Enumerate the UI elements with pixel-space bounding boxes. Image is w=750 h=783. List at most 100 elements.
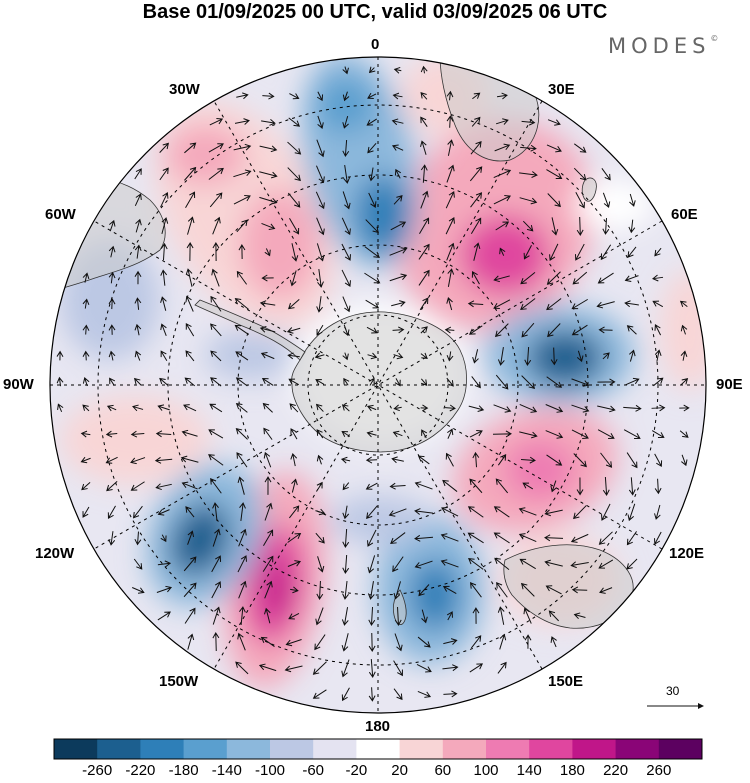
wind-vector-arrow [546, 271, 561, 285]
wind-vector-arrow [236, 219, 248, 233]
positive-anomaly-region [505, 440, 575, 500]
wind-vector-arrow [414, 508, 433, 515]
wind-vector-arrow [82, 350, 90, 361]
wind-vector-arrow [368, 66, 376, 74]
modes-logo: MODES© [608, 34, 718, 58]
wind-vector-arrow [365, 219, 379, 234]
wind-vector-arrow [468, 558, 484, 570]
colorbar-swatch [658, 739, 703, 759]
wind-vector-arrow [289, 270, 297, 287]
wind-vector-arrow [342, 352, 349, 361]
wind-vector-arrow [447, 139, 454, 156]
wind-vector-arrow [316, 580, 324, 600]
wind-vector-arrow [651, 404, 666, 412]
wind-vector-arrow [520, 298, 536, 311]
wind-vector-arrow [366, 505, 378, 519]
wind-vector-arrow [365, 299, 380, 309]
wind-vector-arrow [288, 612, 300, 620]
wind-vector-arrow [82, 506, 90, 518]
wind-vector-arrow [82, 324, 90, 335]
positive-anomaly-region [240, 190, 320, 300]
wind-vector-arrow [316, 296, 323, 313]
wind-vector-arrow [366, 326, 378, 334]
wind-vector-arrow [159, 142, 170, 153]
wind-vector-arrow [654, 531, 662, 545]
wind-vector-arrow [652, 274, 664, 282]
wind-vector-arrow [499, 633, 507, 650]
wind-vector-arrow [183, 404, 197, 412]
wind-vector-arrow [364, 272, 381, 284]
wind-vector-arrow [420, 190, 429, 209]
wind-vector-arrow [417, 455, 430, 465]
wind-vector-arrow [133, 377, 142, 386]
wind-vector-arrow [264, 607, 271, 624]
longitude-label: 60W [45, 206, 76, 223]
wind-vector-arrow [493, 299, 511, 310]
wind-vector-arrow [472, 607, 480, 624]
wind-vector-arrow [261, 274, 274, 282]
wind-vector-arrow [181, 481, 198, 490]
wind-vector-arrow [238, 244, 246, 259]
wind-vector-arrow [520, 144, 537, 152]
wind-vector-arrow [134, 297, 142, 310]
wind-vector-arrow [551, 217, 559, 236]
wind-vector-arrow [652, 300, 664, 308]
wind-vector-arrow [315, 191, 325, 210]
wind-vector-arrow [289, 217, 300, 235]
wind-vector-arrow [287, 141, 302, 155]
wind-vector-arrow [343, 165, 351, 184]
wind-vector-arrow [210, 350, 222, 362]
wind-vector-arrow [440, 533, 459, 542]
wind-vector-arrow [234, 324, 249, 335]
wind-vector-arrow [391, 118, 404, 126]
wind-vector-arrow [56, 350, 64, 361]
wind-vector-arrow [421, 429, 428, 439]
wind-vector-arrow [444, 404, 456, 412]
wind-vector-arrow [393, 194, 403, 205]
wind-vector-arrow [496, 581, 508, 598]
wind-vector-arrow [210, 323, 222, 337]
wind-vector-arrow [549, 243, 559, 261]
negative-anomaly-region [315, 77, 375, 133]
wind-vector-arrow [571, 429, 589, 439]
wind-vector-arrow [446, 115, 454, 128]
wind-vector-arrow [212, 528, 221, 547]
brand-text: MODES [608, 34, 711, 58]
longitude-label: 150W [159, 673, 199, 690]
wind-vector-arrow [368, 377, 375, 386]
wind-vector-arrow [445, 452, 454, 467]
wind-vector-arrow [258, 663, 277, 672]
wind-vector-arrow [544, 534, 564, 542]
wind-vector-arrow [390, 221, 407, 231]
wind-vector-arrow [472, 349, 479, 364]
wind-vector-arrow [494, 143, 511, 152]
wind-vector-arrow [420, 140, 427, 155]
wind-vector-arrow [341, 269, 351, 287]
wind-vector-arrow [342, 139, 350, 157]
wind-vector-arrow [134, 270, 142, 285]
wind-vector-arrow [651, 430, 665, 438]
wind-vector-arrow [236, 92, 249, 100]
wind-vector-arrow [288, 378, 300, 386]
wind-vector-arrow [493, 506, 510, 518]
wind-vector-arrow [445, 217, 455, 235]
wind-vector-arrow [208, 429, 224, 439]
wind-vector-arrow [108, 271, 116, 284]
wind-vector-arrow [160, 350, 168, 362]
meridian-60e-120w [93, 220, 663, 550]
wind-vector-arrow [467, 532, 484, 544]
wind-vector-arrow [493, 195, 511, 205]
wind-vector-arrow [209, 403, 223, 413]
wind-vector-arrow [238, 580, 247, 599]
wind-vector-arrow [548, 610, 559, 622]
wind-vector-arrow [185, 295, 194, 312]
wind-vector-arrow [389, 247, 408, 256]
wind-vector-arrow [184, 142, 197, 154]
wind-vector-arrow [187, 530, 195, 545]
wind-vector-arrow [341, 217, 351, 236]
wind-vector-arrow [185, 350, 195, 362]
wind-vector-arrow [130, 457, 146, 465]
wind-vector-arrow [289, 93, 300, 100]
longitude-label: 60E [671, 206, 698, 223]
colorbar-tick-label: 20 [391, 762, 408, 779]
